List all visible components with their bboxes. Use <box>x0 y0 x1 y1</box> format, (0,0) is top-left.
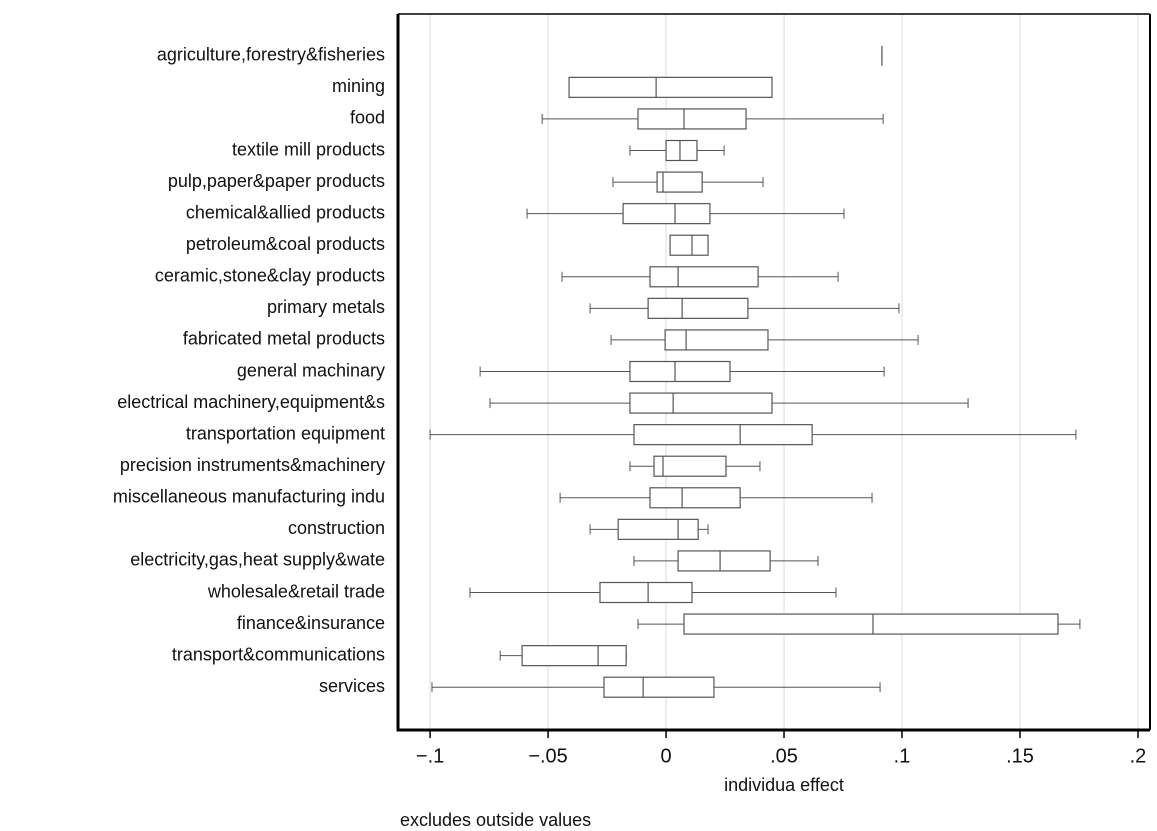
box <box>653 455 727 477</box>
category-label: textile mill products <box>232 139 385 159</box>
category-label: chemical&allied products <box>186 202 385 222</box>
category-label: finance&insurance <box>237 613 385 633</box>
category-label: precision instruments&machinery <box>120 455 385 475</box>
box <box>629 360 731 383</box>
category-label: primary metals <box>267 297 385 317</box>
category-label: pulp,paper&paper products <box>168 171 385 191</box>
x-tick-label: .1 <box>894 745 911 767</box>
box <box>637 108 747 130</box>
category-label: ceramic,stone&clay products <box>155 266 385 286</box>
category-label: services <box>319 676 385 696</box>
category-label: electricity,gas,heat supply&wate <box>130 550 385 570</box>
box <box>669 234 709 256</box>
box <box>617 518 699 540</box>
x-tick-label: 0 <box>660 745 671 767</box>
category-label: transportation equipment <box>186 423 385 443</box>
box <box>664 329 769 351</box>
category-label: miscellaneous manufacturing indu <box>113 487 385 507</box>
category-label: wholesale&retail trade <box>207 581 385 601</box>
category-label: mining <box>332 76 385 96</box>
x-tick-label: .05 <box>770 745 798 767</box>
category-label: agriculture,forestry&fisheries <box>157 45 385 65</box>
category-label: food <box>350 108 385 128</box>
box <box>521 645 627 667</box>
category-label: construction <box>288 518 385 538</box>
box <box>599 581 693 604</box>
category-label: fabricated metal products <box>183 329 385 349</box>
x-tick-label: .2 <box>1130 745 1147 767</box>
box <box>629 392 773 414</box>
box <box>683 613 1059 635</box>
category-label: petroleum&coal products <box>186 234 385 254</box>
box <box>633 424 813 446</box>
box <box>649 487 741 509</box>
box <box>656 171 703 193</box>
x-tick-label: −.05 <box>528 745 567 767</box>
box <box>568 76 773 98</box>
box <box>622 203 711 225</box>
box <box>677 550 771 572</box>
category-label: transport&communications <box>172 644 385 664</box>
category-label: electrical machinery,equipment&s <box>117 392 385 412</box>
box <box>649 266 759 288</box>
x-axis-label: individua effect <box>724 775 844 795</box>
box <box>647 297 749 319</box>
category-label: general machinary <box>237 360 385 380</box>
box <box>665 139 698 162</box>
x-tick-label: −.1 <box>416 745 444 767</box>
box <box>603 676 715 698</box>
x-tick-label: .15 <box>1006 745 1034 767</box>
note: excludes outside values <box>400 810 591 830</box>
